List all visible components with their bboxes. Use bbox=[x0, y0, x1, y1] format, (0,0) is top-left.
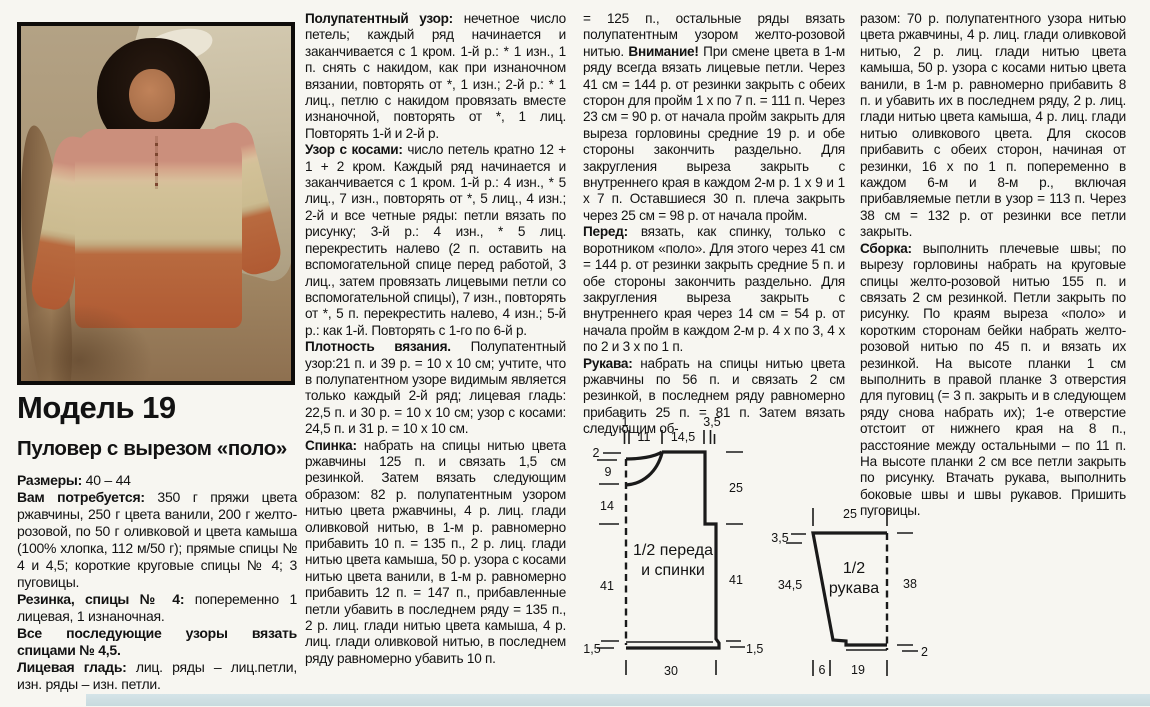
page-title: Модель 19 bbox=[17, 390, 176, 425]
paragraph-text: вязать, как спинку, только с воротником … bbox=[583, 224, 845, 355]
beach-background bbox=[21, 26, 291, 381]
tick-marks bbox=[812, 660, 888, 676]
paragraph-text: 350 г пряжи цвета ржавчины, 250 г цвета … bbox=[17, 489, 297, 590]
paragraph-label: Все последующие узоры вязать спицами № 4… bbox=[17, 625, 297, 658]
model-photo bbox=[17, 22, 295, 385]
back-continuation-paragraph: = 125 п., остальные ряды вязать полупате… bbox=[583, 11, 845, 224]
attention-label: Внимание! bbox=[628, 43, 699, 59]
measure-left-14: 14 bbox=[600, 499, 614, 513]
page-subtitle: Пуловер с вырезом «поло» bbox=[17, 437, 287, 460]
measure-top-11: 11 bbox=[638, 430, 651, 444]
column-patterns: Полупатентный узор: нечетное число петел… bbox=[305, 11, 566, 667]
column-back-front-sleeves: = 125 п., остальные ряды вязать полупате… bbox=[583, 11, 845, 438]
tick-marks bbox=[897, 532, 918, 652]
back-paragraph: Спинка: набрать на спицы нитью цвета ржа… bbox=[305, 438, 566, 668]
measure-left-2: 2 bbox=[593, 446, 600, 460]
sand-shadow bbox=[21, 302, 154, 381]
needles-note-paragraph: Все последующие узоры вязать спицами № 4… bbox=[17, 625, 297, 659]
tick-marks bbox=[726, 451, 745, 648]
paragraph-label: Спинка: bbox=[305, 437, 357, 453]
paragraph-text: число петель кратно 12 + 1 + 2 кром. Каж… bbox=[305, 142, 566, 338]
measure-sleeve-3-5: 3,5 bbox=[771, 531, 788, 545]
paragraph-label: Рукава: bbox=[583, 355, 633, 371]
paragraph-text: Полупатентный узор:21 п. и 39 р. = 10 х … bbox=[305, 339, 566, 437]
cables-paragraph: Узор с косами: число петель кратно 12 + … bbox=[305, 142, 566, 339]
piece-label-sleeve-1: 1/2 bbox=[843, 560, 865, 577]
paragraph-label: Сборка: bbox=[860, 240, 912, 256]
sleeves-paragraph: Рукава: набрать на спицы нитью цвета ржа… bbox=[583, 356, 845, 438]
page-bottom-strip bbox=[86, 694, 1150, 706]
front-paragraph: Перед: вязать, как спинку, только с воро… bbox=[583, 224, 845, 355]
measure-right-25: 25 bbox=[729, 481, 743, 495]
paragraph-text: При смене цвета в 1-м ряду всегда вязать… bbox=[583, 43, 845, 223]
column-intro: Модель 19 Пуловер с вырезом «поло» Разме… bbox=[17, 392, 297, 693]
paragraph-label: Резинка, спицы № 4: bbox=[17, 591, 185, 607]
measure-sleeve-38: 38 bbox=[903, 577, 917, 591]
measure-sleeve-19: 19 bbox=[851, 663, 865, 677]
column-sleeves-assembly: разом: 70 р. полупатентного узора нитью … bbox=[860, 11, 1126, 520]
back-neck-curve bbox=[625, 450, 663, 461]
materials-paragraph: Вам потребуется: 350 г пряжи цвета ржавч… bbox=[17, 489, 297, 591]
measure-right-41: 41 bbox=[729, 573, 743, 587]
paragraph-text: выполнить плечевые швы; по вырезу горлов… bbox=[860, 240, 1126, 519]
paragraph-label: Узор с косами: bbox=[305, 142, 403, 158]
measure-sleeve-6: 6 bbox=[819, 663, 826, 677]
paragraph-text: разом: 70 р. полупатентного узора нитью … bbox=[860, 11, 1126, 240]
paragraph-label: Полупатентный узор: bbox=[305, 11, 453, 26]
front-back-outline bbox=[626, 450, 721, 650]
paragraph-label: Плотность вязания. bbox=[305, 339, 451, 355]
button-placket bbox=[154, 136, 158, 190]
piece-label-sleeve-2: рукава bbox=[829, 580, 879, 597]
tick-marks bbox=[623, 430, 716, 444]
knitted-pullover bbox=[75, 128, 243, 328]
tick-marks bbox=[625, 660, 717, 675]
paragraph-label: Лицевая гладь: bbox=[17, 659, 127, 675]
tick-marks bbox=[812, 508, 888, 526]
assembly-paragraph: Сборка: выполнить плечевые швы; по вырез… bbox=[860, 241, 1126, 520]
measure-sleeve-34-5: 34,5 bbox=[778, 578, 802, 592]
piece-label-front-back-2: и спинки bbox=[641, 562, 705, 579]
front-neck-curve bbox=[625, 452, 664, 487]
paragraph-text: лиц. ряды – лиц.петли, изн. ряды – изн. … bbox=[17, 659, 298, 692]
sleeve-schematic: 25 3,5 34,5 38 2 6 19 1/2 рукава bbox=[771, 507, 928, 677]
rib-paragraph: Резинка, спицы № 4: попеременно 1 лицева… bbox=[17, 591, 297, 625]
paragraph-text: набрать на спицы нитью цвета ржавчины по… bbox=[583, 355, 845, 437]
paragraph-text: = 125 п., остальные ряды вязать полупате… bbox=[583, 11, 845, 59]
tick-marks bbox=[786, 533, 806, 544]
paragraph-label: Перед: bbox=[583, 224, 628, 240]
measure-sleeve-cuff-2: 2 bbox=[921, 645, 928, 659]
tick-marks bbox=[597, 452, 621, 649]
piece-label-front-back-1: 1/2 переда bbox=[633, 542, 713, 559]
paragraph-label: Вам потребуется: bbox=[17, 489, 145, 505]
stockinette-paragraph: Лицевая гладь: лиц. ряды – лиц.петли, из… bbox=[17, 659, 297, 693]
sleeve-outline bbox=[811, 531, 887, 647]
measure-top-14-5: 14,5 bbox=[671, 430, 695, 444]
measure-bottom-30: 30 bbox=[664, 664, 678, 678]
measure-top-1: 1 bbox=[622, 415, 629, 429]
paragraph-text: нечетное число петель; каждый ряд начина… bbox=[305, 11, 566, 141]
measure-right-1-5: 1,5 bbox=[746, 642, 763, 656]
paragraph-text: 40 – 44 bbox=[82, 472, 131, 488]
paragraph-text: попеременно 1 лицевая, 1 изнаночная. bbox=[17, 591, 297, 624]
halfpatent-paragraph: Полупатентный узор: нечетное число петел… bbox=[305, 11, 566, 142]
measure-top-3-5: 3,5 bbox=[703, 415, 720, 429]
front-back-schematic: 1 11 14,5 3,5 2 9 14 41 1,5 25 41 1,5 30… bbox=[583, 415, 763, 678]
measure-sleeve-top-25: 25 bbox=[843, 507, 857, 521]
measure-left-41: 41 bbox=[600, 579, 614, 593]
model-face bbox=[129, 68, 175, 122]
measure-left-9: 9 bbox=[605, 465, 612, 479]
gauge-paragraph: Плотность вязания. Полупатентный узор:21… bbox=[305, 339, 566, 437]
paragraph-text: набрать на спицы нитью цвета ржавчины 12… bbox=[305, 437, 566, 666]
sleeves-continuation-paragraph: разом: 70 р. полупатентного узора нитью … bbox=[860, 11, 1126, 241]
paragraph-label: Размеры: bbox=[17, 472, 83, 488]
measure-left-1-5: 1,5 bbox=[583, 642, 600, 656]
sizes-paragraph: Размеры: 40 – 44 bbox=[17, 472, 297, 489]
